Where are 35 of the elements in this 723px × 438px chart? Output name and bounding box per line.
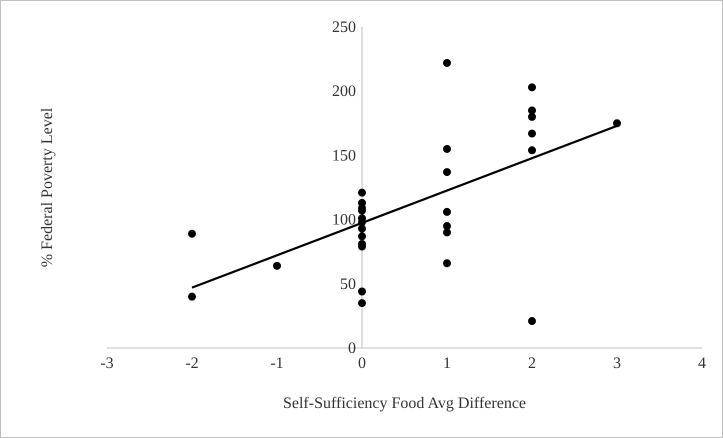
y-tick-label: 150 bbox=[332, 147, 356, 164]
point bbox=[528, 112, 536, 121]
point bbox=[443, 259, 451, 268]
y-tick-label: 250 bbox=[332, 19, 356, 36]
x-tick-label: -3 bbox=[100, 355, 114, 372]
point bbox=[188, 230, 196, 238]
x-tick-label: 3 bbox=[613, 355, 621, 372]
point bbox=[358, 188, 366, 197]
y-tick-label: 200 bbox=[332, 83, 356, 100]
point bbox=[358, 299, 366, 308]
x-tick-label: -1 bbox=[270, 355, 284, 372]
point bbox=[358, 288, 366, 296]
point bbox=[358, 224, 366, 233]
y-axis-title: % Federal Poverty Level bbox=[39, 107, 56, 268]
x-tick-label: 4 bbox=[698, 355, 706, 372]
point bbox=[528, 83, 536, 92]
point bbox=[358, 232, 366, 240]
x-tick-label: 1 bbox=[443, 355, 451, 372]
point bbox=[273, 262, 281, 270]
point bbox=[443, 208, 451, 216]
y-tick-label: 0 bbox=[348, 340, 356, 357]
point bbox=[188, 292, 196, 301]
x-tick-label: -2 bbox=[185, 355, 199, 372]
point bbox=[528, 130, 536, 138]
point bbox=[528, 106, 536, 114]
y-tick-label: 50 bbox=[340, 276, 356, 293]
x-tick-label: 2 bbox=[528, 355, 536, 372]
point bbox=[528, 317, 536, 326]
y-tick-label: 100 bbox=[332, 212, 356, 229]
point bbox=[443, 58, 451, 67]
point bbox=[443, 168, 451, 176]
point bbox=[443, 228, 451, 236]
x-axis-title: Self-Sufficiency Food Avg Difference bbox=[282, 395, 526, 412]
point bbox=[528, 146, 536, 154]
point bbox=[443, 145, 451, 153]
